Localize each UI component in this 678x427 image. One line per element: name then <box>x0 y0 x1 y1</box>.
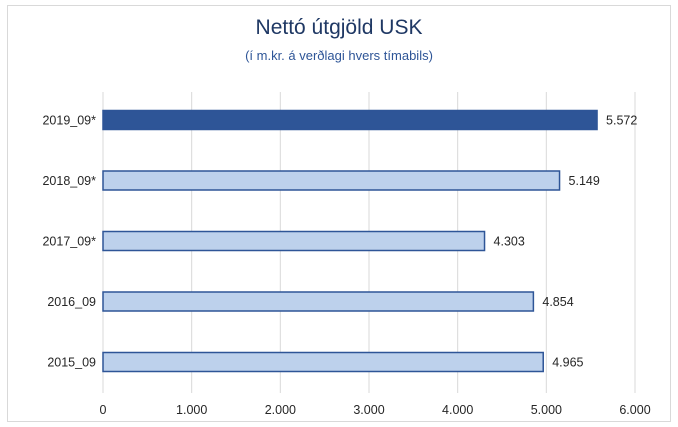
x-tick-label-0: 0 <box>100 403 107 417</box>
bar-4 <box>102 351 544 373</box>
x-tick-label-3: 3.000 <box>353 403 384 417</box>
value-label-0: 5.572 <box>606 114 637 128</box>
value-label-2: 4.303 <box>494 235 525 249</box>
x-tick-label-4: 4.000 <box>442 403 473 417</box>
bar-3 <box>102 291 535 312</box>
value-label-3: 4.854 <box>542 295 573 309</box>
x-tick-label-5: 5.000 <box>531 403 562 417</box>
x-tick-label-6: 6.000 <box>619 403 650 417</box>
bar-2 <box>102 230 486 252</box>
bar-0 <box>102 109 598 131</box>
chart-subtitle: (í m.kr. á verðlagi hvers tímabils) <box>245 48 433 63</box>
category-label-1: 2018_09* <box>42 174 96 188</box>
category-label-0: 2019_09* <box>42 114 96 128</box>
value-label-1: 5.149 <box>569 174 600 188</box>
chart-title: Nettó útgjöld USK <box>255 16 423 39</box>
value-label-4: 4.965 <box>552 356 583 370</box>
x-tick-label-2: 2.000 <box>265 403 296 417</box>
category-label-3: 2016_09 <box>47 295 96 309</box>
x-tick-label-1: 1.000 <box>176 403 207 417</box>
category-label-2: 2017_09* <box>42 235 96 249</box>
category-label-4: 2015_09 <box>47 356 96 370</box>
bar-1 <box>102 170 561 191</box>
